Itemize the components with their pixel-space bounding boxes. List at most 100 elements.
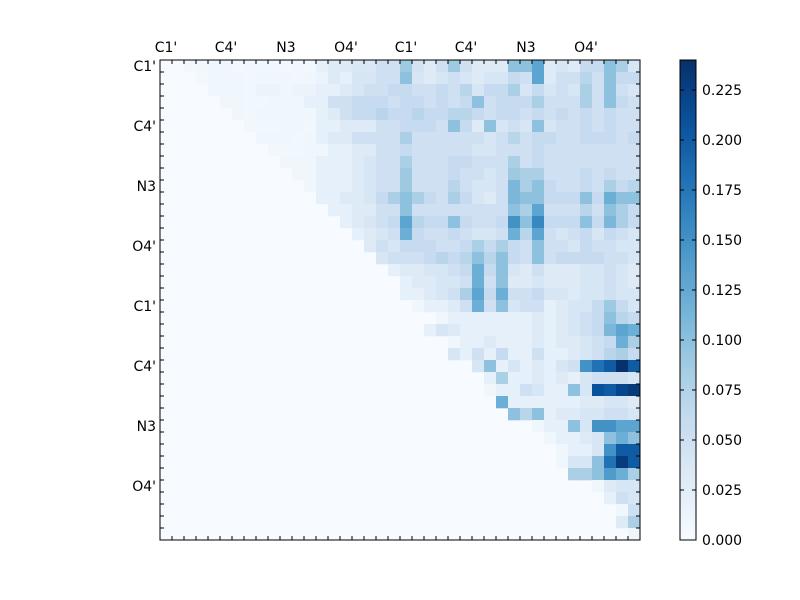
heatmap-cell: [544, 432, 557, 445]
heatmap-cell: [604, 240, 617, 253]
heatmap-cell: [484, 264, 497, 277]
heatmap-cell: [520, 276, 533, 289]
heatmap-cell: [604, 420, 617, 433]
heatmap-cell: [424, 252, 437, 265]
heatmap-cell: [568, 360, 581, 373]
heatmap-cell: [412, 180, 425, 193]
heatmap-cell: [508, 144, 521, 157]
heatmap-cell: [292, 120, 305, 133]
heatmap-cell: [472, 96, 485, 109]
heatmap-cell: [520, 384, 533, 397]
heatmap-cell: [508, 216, 521, 229]
heatmap-cell: [508, 60, 521, 73]
heatmap-cell: [436, 156, 449, 169]
heatmap-cell: [448, 264, 461, 277]
heatmap-cell: [616, 504, 629, 517]
heatmap-cell: [628, 156, 641, 169]
heatmap-cell: [532, 132, 545, 145]
heatmap-cell: [460, 60, 473, 73]
heatmap-cell: [532, 168, 545, 181]
heatmap-cell: [616, 396, 629, 409]
heatmap-cell: [472, 120, 485, 133]
heatmap-cell: [484, 252, 497, 265]
heatmap-cell: [628, 204, 641, 217]
heatmap-cell: [556, 324, 569, 337]
heatmap-cell: [472, 216, 485, 229]
heatmap-cell: [580, 372, 593, 385]
heatmap-cell: [460, 144, 473, 157]
heatmap-cell: [484, 84, 497, 97]
heatmap-cell: [556, 180, 569, 193]
heatmap-cell: [556, 360, 569, 373]
heatmap-cell: [364, 156, 377, 169]
heatmap-cell: [268, 72, 281, 85]
heatmap-cell: [472, 204, 485, 217]
heatmap-cell: [460, 132, 473, 145]
heatmap-cell: [448, 216, 461, 229]
heatmap-cell: [424, 192, 437, 205]
heatmap-cell: [424, 84, 437, 97]
heatmap-cell: [424, 276, 437, 289]
heatmap-cell: [352, 108, 365, 121]
heatmap-cell: [352, 132, 365, 145]
heatmap-cell: [496, 156, 509, 169]
heatmap-cell: [628, 276, 641, 289]
y-tick-label: N3: [137, 419, 156, 435]
heatmap-cell: [316, 72, 329, 85]
heatmap-cell: [448, 312, 461, 325]
heatmap-cell: [400, 276, 413, 289]
heatmap-cell: [472, 348, 485, 361]
heatmap-cell: [532, 156, 545, 169]
heatmap-cell: [592, 324, 605, 337]
heatmap-cell: [328, 60, 341, 73]
heatmap-cell: [448, 192, 461, 205]
heatmap-cell: [568, 420, 581, 433]
heatmap-cell: [616, 72, 629, 85]
heatmap-cell: [520, 324, 533, 337]
heatmap-cell: [424, 228, 437, 241]
heatmap-cell: [424, 240, 437, 253]
heatmap-cell: [472, 276, 485, 289]
heatmap-cell: [400, 156, 413, 169]
heatmap-cell: [376, 84, 389, 97]
heatmap-cell: [628, 252, 641, 265]
heatmap-cell: [592, 360, 605, 373]
heatmap-cell: [628, 84, 641, 97]
heatmap-cell: [616, 96, 629, 109]
heatmap-cell: [328, 192, 341, 205]
heatmap-cell: [424, 168, 437, 181]
heatmap-cell: [484, 108, 497, 121]
heatmap-cell: [616, 516, 629, 529]
heatmap-cell: [544, 336, 557, 349]
heatmap-cell: [364, 204, 377, 217]
heatmap-cell: [304, 60, 317, 73]
heatmap-cell: [532, 96, 545, 109]
x-tick-label: N3: [276, 40, 295, 56]
heatmap-cell: [208, 60, 221, 73]
heatmap-cell: [592, 132, 605, 145]
heatmap-cell: [616, 456, 629, 469]
heatmap-axes: [159, 59, 641, 541]
heatmap-cell: [544, 264, 557, 277]
heatmap-cell: [520, 60, 533, 73]
heatmap-cell: [628, 456, 641, 469]
heatmap-cell: [556, 204, 569, 217]
heatmap-cell: [592, 180, 605, 193]
heatmap-cell: [484, 216, 497, 229]
heatmap-cell: [628, 60, 641, 73]
heatmap-cell: [556, 372, 569, 385]
heatmap-cell: [388, 60, 401, 73]
heatmap-cell: [616, 408, 629, 421]
heatmap-cell: [628, 120, 641, 133]
heatmap-cell: [556, 96, 569, 109]
heatmap-cell: [616, 228, 629, 241]
heatmap-cell: [592, 96, 605, 109]
heatmap-cell: [592, 408, 605, 421]
heatmap-cell: [580, 96, 593, 109]
heatmap-cell: [292, 144, 305, 157]
heatmap-cell: [340, 108, 353, 121]
heatmap-cell: [628, 432, 641, 445]
heatmap-cell: [232, 84, 245, 97]
heatmap-cell: [280, 96, 293, 109]
